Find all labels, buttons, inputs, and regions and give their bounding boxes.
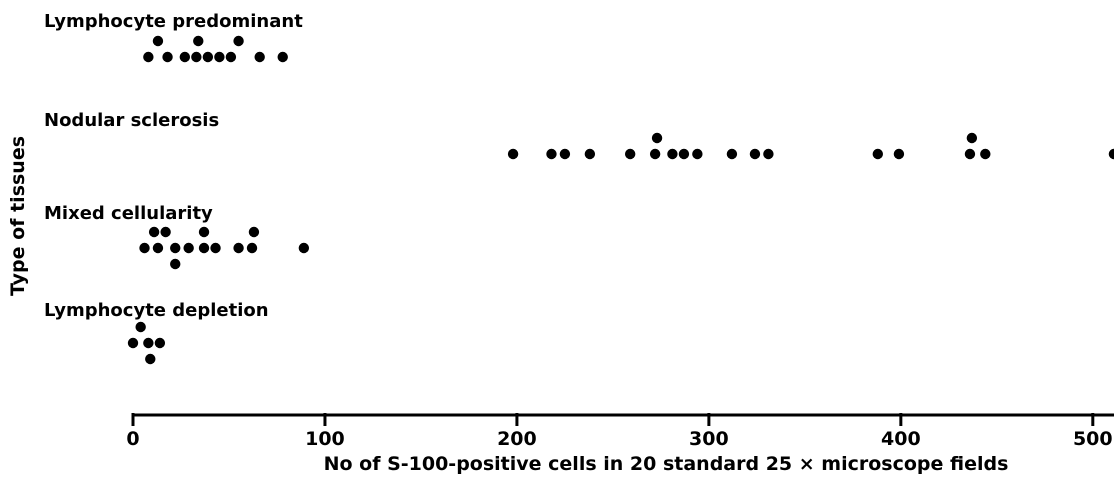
- data-point: [198, 226, 210, 238]
- data-point: [183, 242, 194, 254]
- data-point: [135, 321, 146, 333]
- group-label: Mixed cellularity: [44, 203, 213, 224]
- data-point: [651, 132, 663, 144]
- data-point: [246, 242, 258, 254]
- tissue-group: Lymphocyte depletion: [44, 300, 269, 365]
- data-point: [193, 35, 204, 47]
- x-tick-label: 100: [305, 428, 345, 450]
- tissue-groups: Lymphocyte predominant Nodular sclerosis M…: [44, 11, 1114, 365]
- data-point: [214, 51, 225, 63]
- data-point: [210, 242, 221, 254]
- data-point: [160, 226, 171, 238]
- x-axis-label: No of S-100-positive cells in 20 standar…: [324, 453, 1009, 475]
- data-point: [749, 148, 761, 160]
- group-label: Lymphocyte depletion: [44, 300, 269, 321]
- data-point: [546, 148, 557, 160]
- data-point: [584, 148, 596, 160]
- data-point: [148, 226, 160, 238]
- data-point: [233, 35, 244, 47]
- data-point: [649, 148, 661, 160]
- data-point: [966, 132, 978, 144]
- data-point: [678, 148, 690, 160]
- y-axis-title-group: Type of tissues: [7, 136, 29, 296]
- data-point: [143, 337, 154, 349]
- data-point: [127, 337, 139, 349]
- tissue-group: Lymphocyte predominant: [44, 11, 303, 63]
- x-tick-label: 400: [881, 428, 921, 450]
- data-point: [170, 242, 181, 254]
- data-point: [233, 242, 244, 254]
- data-point: [298, 242, 310, 254]
- data-point: [763, 148, 774, 160]
- data-point: [198, 242, 210, 254]
- data-point: [145, 353, 156, 365]
- data-point: [277, 51, 288, 63]
- tissue-group: Nodular sclerosis: [44, 110, 1114, 160]
- data-point: [980, 148, 991, 160]
- data-point: [726, 148, 738, 160]
- data-point: [225, 51, 237, 63]
- data-point: [143, 51, 154, 63]
- data-point: [152, 35, 164, 47]
- data-point: [170, 258, 181, 270]
- data-point: [964, 148, 976, 160]
- data-point: [559, 148, 571, 160]
- data-point: [152, 242, 164, 254]
- data-point: [191, 51, 202, 63]
- data-point: [667, 148, 678, 160]
- tissue-group: Mixed cellularity: [44, 203, 310, 270]
- data-point: [139, 242, 150, 254]
- data-point: [248, 226, 260, 238]
- x-tick-label: 300: [689, 428, 729, 450]
- data-point: [154, 337, 166, 349]
- data-point: [1108, 148, 1114, 160]
- group-label: Lymphocyte predominant: [44, 11, 303, 32]
- x-tick-label: 0: [126, 428, 139, 450]
- data-point: [692, 148, 703, 160]
- x-tick-label: 200: [497, 428, 537, 450]
- y-axis-label: Type of tissues: [7, 136, 29, 296]
- x-axis: 0 100 200 300 400 500: [126, 413, 1114, 450]
- data-point: [254, 51, 265, 63]
- data-point: [202, 51, 214, 63]
- x-tick-label: 500: [1073, 428, 1113, 450]
- data-point: [893, 148, 905, 160]
- data-point: [162, 51, 173, 63]
- data-point: [179, 51, 191, 63]
- data-point: [507, 148, 519, 160]
- data-point: [872, 148, 884, 160]
- group-label: Nodular sclerosis: [44, 110, 219, 131]
- data-point: [624, 148, 636, 160]
